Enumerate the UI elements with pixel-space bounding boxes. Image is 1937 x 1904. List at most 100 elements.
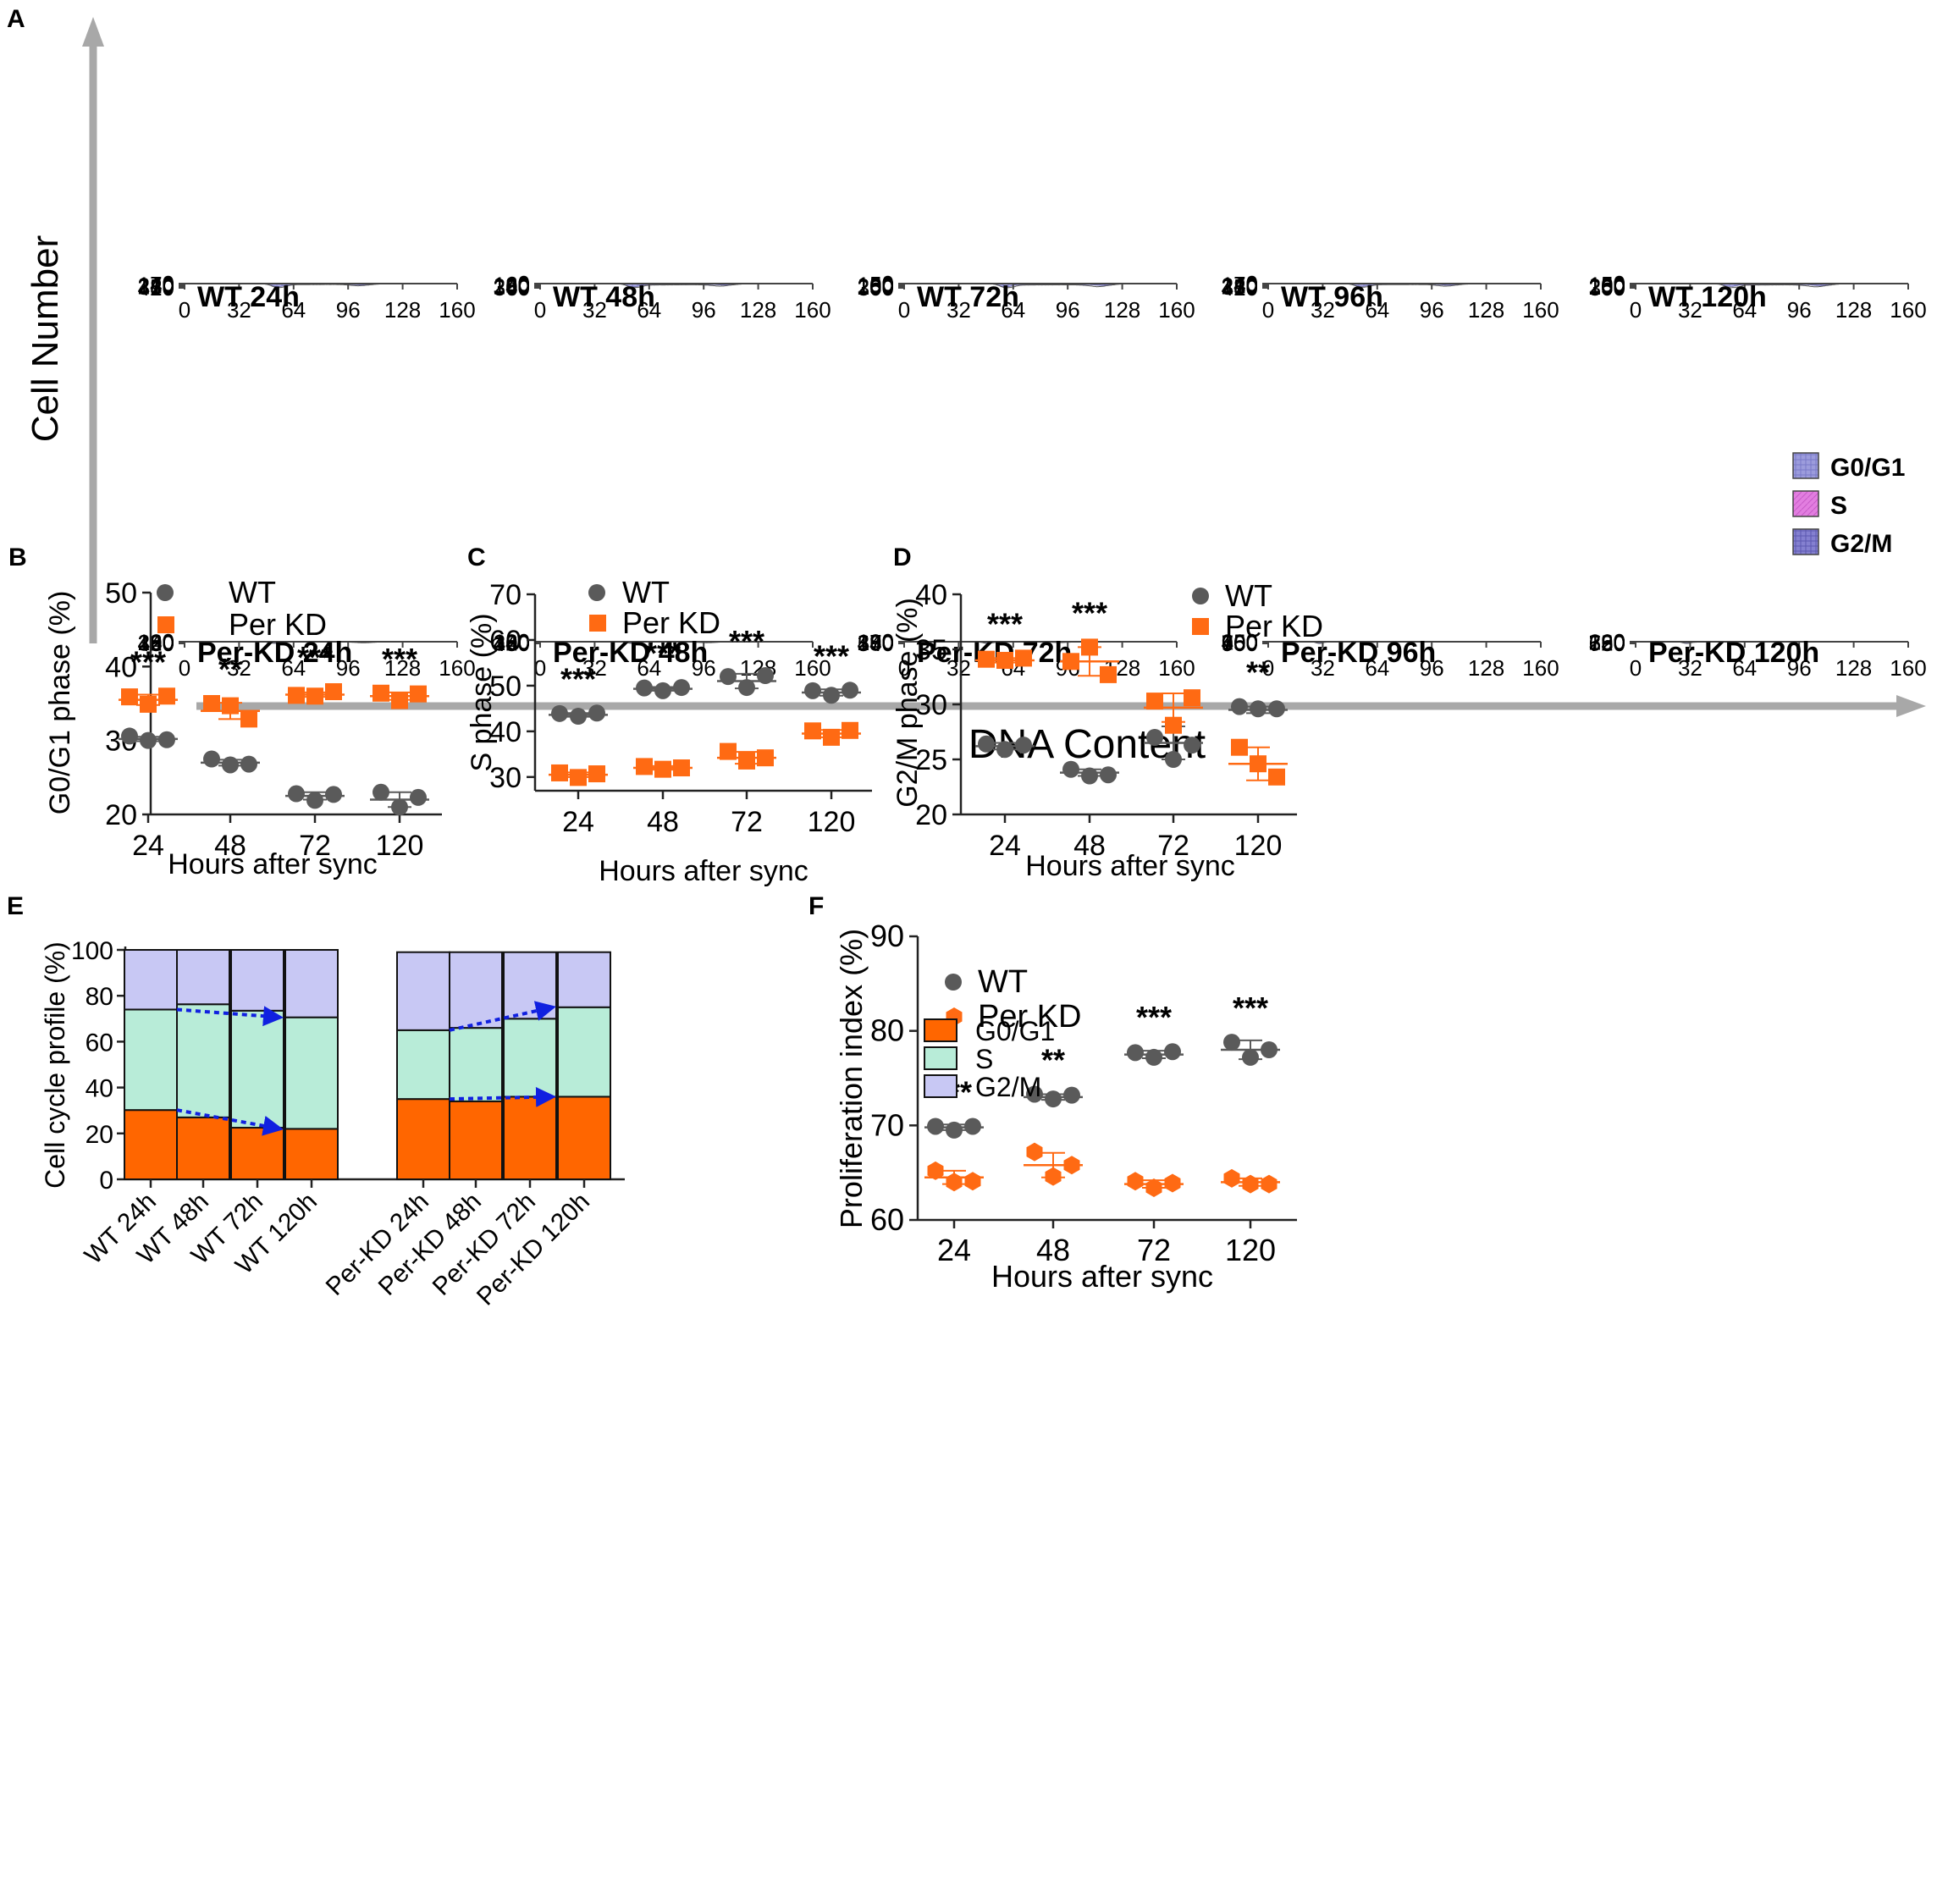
trend-arrow xyxy=(449,1001,556,1032)
x-tick-label: 48 xyxy=(647,806,679,838)
panel-f: F 60 70 80 90 24 48 72 120 Proliferation index (%… xyxy=(808,892,1297,1294)
data-point xyxy=(570,708,587,726)
y-tick-label: 30 xyxy=(489,762,522,794)
x-tick-label: 0 xyxy=(1630,655,1642,681)
x-tick-label: 96 xyxy=(692,655,716,681)
data-point xyxy=(1231,738,1248,756)
data-point xyxy=(1045,1090,1062,1108)
x-axis-title: Hours after sync xyxy=(1025,850,1235,882)
data-point xyxy=(121,727,138,745)
data-point xyxy=(1242,1174,1259,1194)
data-point xyxy=(757,749,774,767)
data-point xyxy=(372,684,389,702)
bar-segment xyxy=(449,1027,503,1102)
x-tick-label: 96 xyxy=(1787,297,1812,323)
x-tick-label: 96 xyxy=(692,297,716,323)
data-point xyxy=(157,616,174,633)
x-tick-label: 128 xyxy=(1835,655,1872,681)
y-tick-label: 50 xyxy=(869,272,894,297)
x-tick-label: 32 xyxy=(1311,297,1335,323)
significance-label: *** xyxy=(729,624,764,659)
y-tick-label: 40 xyxy=(915,579,947,611)
y-tick-label: 400 xyxy=(138,631,174,656)
x-tick-label: 0 xyxy=(534,655,546,681)
data-point xyxy=(410,685,427,703)
legend-label: G2/M xyxy=(975,1072,1041,1102)
x-tick-label: 0 xyxy=(179,655,190,681)
data-point xyxy=(1081,638,1098,656)
x-tick-label: 32 xyxy=(1678,655,1702,681)
data-point xyxy=(1026,1142,1043,1162)
data-point xyxy=(1184,689,1200,707)
data-point xyxy=(570,769,587,786)
y-tick-label: 120 xyxy=(494,273,530,298)
y-tick-label: 0 xyxy=(163,629,174,654)
bar-segment xyxy=(230,1127,284,1181)
significance-label: *** xyxy=(987,606,1023,641)
data-point xyxy=(720,742,737,760)
significance-label: *** xyxy=(130,644,166,679)
x-tick-label: 24 xyxy=(562,806,594,838)
y-tick-label: 50 xyxy=(105,577,137,610)
x-tick-label: 128 xyxy=(1468,655,1504,681)
y-tick-label: 240 xyxy=(494,273,530,299)
data-point xyxy=(158,687,175,705)
histogram-title: Per-KD 48h xyxy=(553,637,708,669)
data-point xyxy=(804,682,821,699)
bar-segment xyxy=(176,1003,230,1118)
x-tick-label: 0 xyxy=(1630,297,1642,323)
data-point xyxy=(964,1172,981,1191)
x-tick-label: 32 xyxy=(1678,297,1702,323)
y-tick-label: 450 xyxy=(858,631,894,656)
bar-segment xyxy=(503,951,557,1020)
bar-segment xyxy=(557,1006,611,1098)
x-tick-label: 32 xyxy=(946,297,971,323)
data-point xyxy=(1081,767,1098,785)
legend-label: WT xyxy=(229,575,276,610)
data-point xyxy=(1231,698,1248,715)
legend-label: Per KD xyxy=(622,605,720,640)
x-tick-label: 32 xyxy=(946,655,971,681)
data-point xyxy=(372,783,389,801)
y-tick-label: 0 xyxy=(518,629,530,654)
legend-label: Per KD xyxy=(1225,609,1323,643)
x-tick-label: 160 xyxy=(1890,655,1926,681)
x-tick-label: 120 xyxy=(1225,1233,1276,1267)
panel-label: C xyxy=(467,544,486,571)
y-tick-label: 300 xyxy=(494,274,530,300)
y-tick-label: 0 xyxy=(163,271,174,296)
y-tick-label: 300 xyxy=(858,275,894,301)
y-tick-label: 180 xyxy=(858,630,894,655)
y-tick-label: 360 xyxy=(494,275,530,301)
x-tick-label: 160 xyxy=(439,655,475,681)
panel-a: A Cell Number DNA Content G0/G1 S G2/M xyxy=(7,5,1926,767)
x-tick-label: 120 xyxy=(1234,830,1283,862)
data-point xyxy=(288,785,305,803)
bar-segment xyxy=(284,949,339,1018)
bar-segment xyxy=(284,1128,339,1181)
panel-label: D xyxy=(893,544,912,571)
x-tick-label: 160 xyxy=(1522,655,1559,681)
x-tick-label: 160 xyxy=(1158,297,1195,323)
x-tick-label: 48 xyxy=(1073,830,1106,862)
y-tick-label: 280 xyxy=(138,273,174,299)
x-tick-label: 32 xyxy=(582,297,607,323)
legend-swatch-s xyxy=(1792,490,1819,517)
data-point xyxy=(588,765,605,783)
significance-label: *** xyxy=(1233,991,1268,1025)
y-tick-label: 480 xyxy=(494,631,530,656)
data-point xyxy=(1062,653,1079,671)
data-point xyxy=(673,759,690,777)
y-tick-label: 60 xyxy=(86,1029,113,1057)
y-axis-title: G0/G1 phase (%) xyxy=(44,591,76,815)
x-tick-label: 32 xyxy=(582,655,607,681)
data-point xyxy=(1015,737,1032,754)
y-tick-label: 140 xyxy=(1222,273,1258,298)
